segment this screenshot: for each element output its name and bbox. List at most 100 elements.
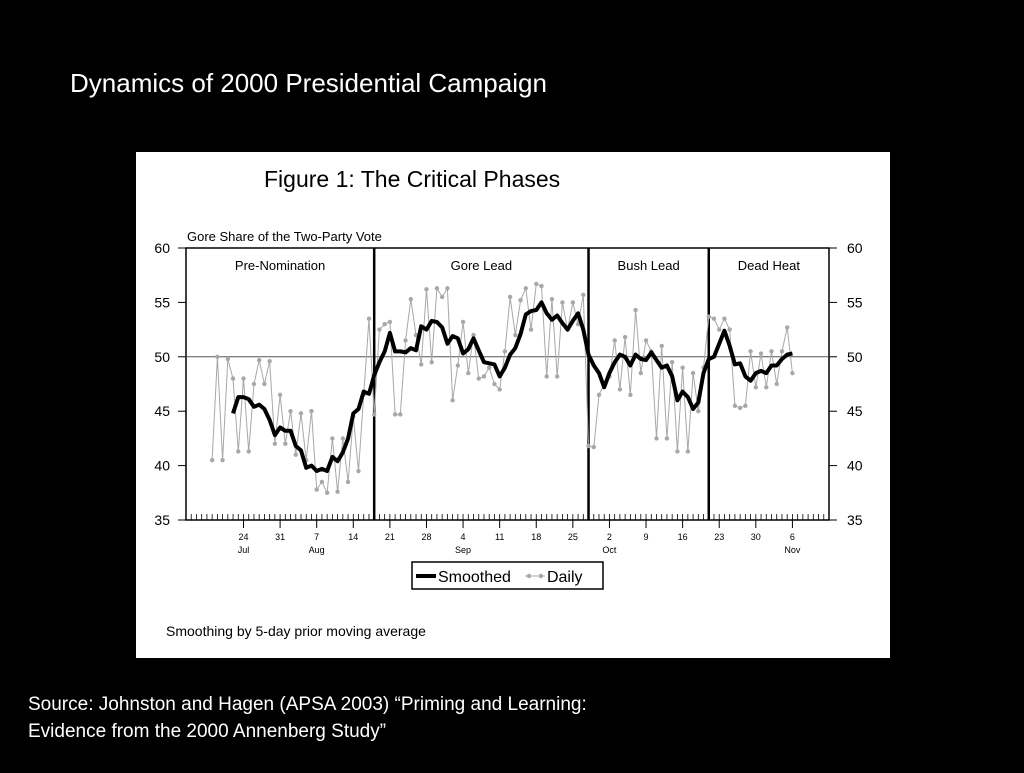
daily-point [717, 327, 722, 332]
daily-point [277, 392, 283, 398]
x-month-label: Jul [238, 545, 250, 555]
daily-point [779, 349, 785, 354]
daily-point [497, 387, 502, 392]
daily-point [298, 411, 304, 416]
y-tick-label: 50 [154, 349, 170, 365]
daily-point [262, 381, 267, 387]
y-tick-label: 55 [847, 294, 863, 310]
daily-point [398, 412, 403, 417]
daily-point [241, 376, 246, 381]
x-tick-label: 28 [421, 532, 431, 542]
daily-point [377, 327, 382, 332]
daily-point [434, 286, 440, 291]
note: Smoothing by 5-day prior moving average [166, 623, 426, 639]
daily-point [518, 298, 523, 303]
daily-point [345, 479, 351, 485]
x-month-label: Sep [455, 545, 471, 555]
daily-point [727, 327, 732, 332]
daily-point [408, 296, 413, 302]
daily-point [471, 332, 476, 338]
daily-point [424, 287, 429, 292]
daily-point [419, 362, 424, 367]
daily-point [560, 300, 565, 305]
slide-title: Dynamics of 2000 Presidential Campaign [70, 68, 547, 98]
daily-point [466, 370, 471, 376]
daily-point [293, 452, 298, 457]
legend-label: Daily [547, 569, 583, 586]
daily-point [246, 449, 251, 454]
x-tick-label: 18 [531, 532, 541, 542]
x-tick-label: 31 [275, 532, 285, 542]
daily-point [758, 351, 764, 356]
daily-point [272, 441, 278, 447]
chart-title: Figure 1: The Critical Phases [264, 166, 560, 192]
y-tick-label: 35 [847, 512, 863, 528]
daily-point [492, 381, 497, 387]
daily-point [549, 296, 555, 302]
x-tick-label: 16 [678, 532, 688, 542]
x-month-label: Oct [602, 545, 617, 555]
phase-label: Dead Heat [738, 258, 801, 273]
y-tick-label: 45 [154, 403, 170, 419]
daily-point [209, 457, 215, 463]
daily-point [774, 381, 779, 387]
y-tick-label: 60 [847, 240, 863, 256]
daily-point [215, 354, 220, 359]
daily-point [309, 409, 314, 414]
daily-point [528, 327, 534, 332]
daily-point [429, 360, 434, 365]
daily-point [680, 365, 685, 370]
source-line: Evidence from the 2000 Annenberg Study” [28, 721, 386, 742]
daily-point [748, 349, 753, 354]
y-tick-label: 40 [154, 458, 170, 474]
y-tick-label: 35 [154, 512, 170, 528]
daily-point [256, 357, 262, 363]
x-tick-label: 7 [314, 532, 319, 542]
y-tick-label: 45 [847, 403, 863, 419]
x-tick-label: 24 [238, 532, 248, 542]
daily-point [554, 374, 560, 379]
daily-point [690, 370, 696, 376]
daily-point [664, 436, 670, 441]
daily-point [340, 436, 346, 441]
x-tick-label: 21 [385, 532, 395, 542]
daily-point [732, 403, 738, 408]
daily-point [706, 314, 711, 319]
daily-point [476, 376, 481, 381]
daily-point [753, 385, 759, 390]
daily-point [314, 487, 319, 492]
daily-point [230, 376, 236, 381]
daily-point [450, 398, 455, 403]
daily-point [722, 316, 727, 321]
legend-box [411, 561, 604, 590]
daily-point [251, 381, 257, 387]
x-tick-label: 6 [790, 532, 795, 542]
y-axis-label: Gore Share of the Two-Party Vote [187, 229, 382, 244]
x-tick-label: 11 [495, 532, 504, 542]
daily-point [790, 370, 795, 376]
daily-point [487, 365, 492, 370]
daily-point [696, 409, 701, 414]
daily-point [737, 405, 743, 411]
daily-point [617, 387, 623, 392]
x-tick-label: 9 [644, 532, 649, 542]
daily-point [659, 343, 664, 349]
daily-point [534, 281, 539, 287]
daily-point [591, 444, 596, 450]
daily-point [586, 443, 591, 449]
daily-point [612, 338, 617, 343]
daily-point [236, 449, 241, 454]
daily-point [507, 294, 513, 300]
daily-point [324, 490, 330, 495]
daily-point [570, 300, 576, 305]
daily-point [502, 349, 508, 354]
daily-point [439, 294, 445, 300]
daily-point [596, 392, 602, 398]
legend-swatch-dot [526, 573, 532, 579]
daily-point [445, 286, 450, 291]
daily-point [382, 321, 387, 327]
daily-point [654, 436, 659, 441]
daily-point [220, 457, 225, 463]
